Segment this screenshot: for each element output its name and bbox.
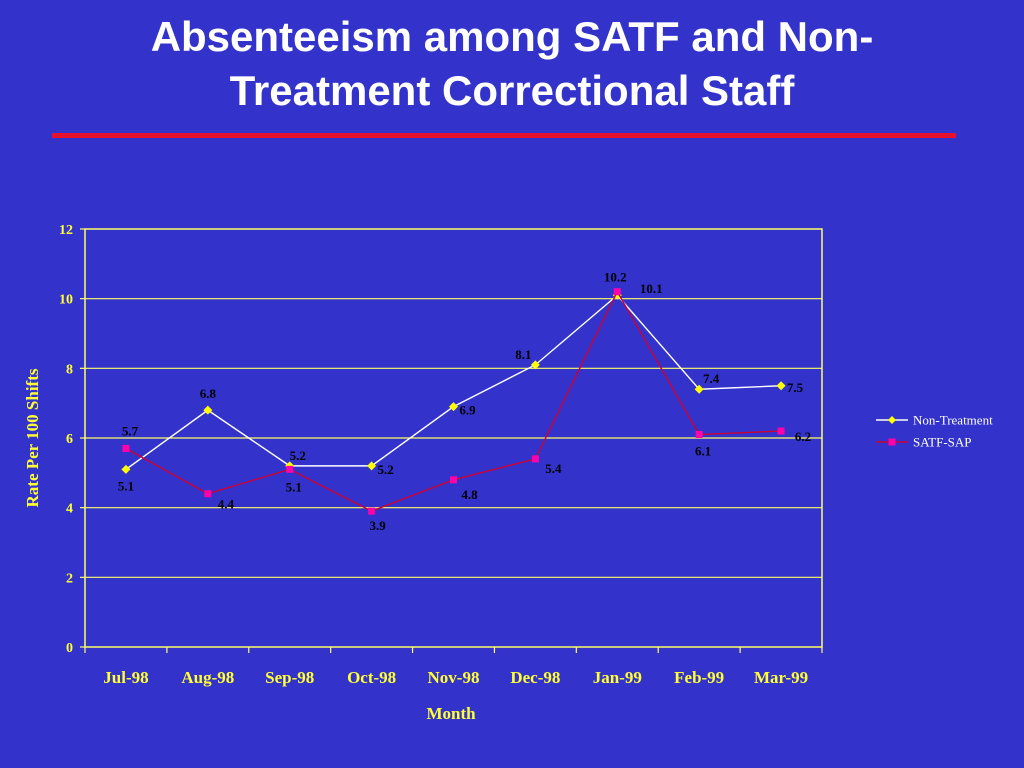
- series-lines: [121, 288, 786, 515]
- legend-marker-square: [888, 438, 896, 446]
- y-tick-label: 6: [66, 432, 73, 447]
- data-point-diamond: [367, 461, 377, 471]
- axes: 0 2 4 6 8 10 12 Jul-98 Aug-98 Sep-98 Oct-98 Nov-98 D…: [23, 223, 823, 723]
- data-label: 7.4: [703, 371, 720, 386]
- data-point-square: [695, 431, 703, 439]
- data-point-diamond: [530, 360, 540, 370]
- data-label: 6.9: [459, 403, 476, 418]
- data-point-square: [286, 465, 294, 473]
- y-tick-label: 8: [66, 362, 73, 377]
- x-tick-label: Feb-99: [674, 668, 724, 687]
- x-tick-label: Nov-98: [428, 668, 480, 687]
- x-axis-title: Month: [426, 704, 476, 723]
- data-label: 5.1: [118, 478, 134, 493]
- data-label: 4.4: [218, 497, 235, 512]
- data-point-diamond: [449, 402, 458, 412]
- y-tick-label: 10: [59, 293, 73, 308]
- x-tick-label: Mar-99: [754, 668, 808, 687]
- y-tick-label: 12: [59, 223, 73, 238]
- x-tick-label: Dec-98: [510, 668, 560, 687]
- data-label: 6.1: [695, 444, 711, 459]
- data-point-square: [204, 490, 212, 498]
- data-label: 6.8: [200, 386, 217, 401]
- legend-label: Non-Treatment: [913, 413, 993, 428]
- data-label: 8.1: [515, 347, 531, 362]
- data-label: 5.2: [290, 448, 306, 463]
- data-point-diamond: [203, 405, 213, 415]
- x-tick-label: Oct-98: [347, 668, 396, 687]
- grid-lines: [84, 228, 823, 648]
- data-label: 4.8: [461, 487, 478, 502]
- data-label: 5.4: [545, 461, 562, 476]
- legend-label: SATF-SAP: [913, 435, 972, 450]
- data-label: 10.1: [640, 281, 663, 296]
- data-point-square: [450, 476, 457, 484]
- data-labels: 5.1 6.8 5.2 5.2 6.9 8.1 10.1 7.4 7.5 5.7 4.4 5.1 3.9…: [118, 270, 811, 533]
- x-tick-label: Aug-98: [181, 668, 234, 687]
- x-tick-label: Jul-98: [103, 668, 148, 687]
- y-axis-title: Rate Per 100 Shifts: [23, 368, 42, 507]
- title-line-1: Absenteeism among SATF and Non-: [150, 13, 874, 60]
- data-point-square: [122, 444, 130, 452]
- data-point-square: [531, 455, 539, 463]
- data-point-square: [368, 507, 376, 515]
- slide-title: Absenteeism among SATF and Non- Treatmen…: [0, 10, 1024, 118]
- data-point-diamond: [694, 384, 704, 394]
- y-tick-label: 2: [66, 571, 73, 586]
- data-label: 10.2: [604, 270, 627, 285]
- legend: Non-Treatment SATF-SAP: [876, 413, 993, 450]
- data-label: 7.5: [787, 380, 804, 395]
- data-label: 3.9: [369, 518, 386, 533]
- y-tick-label: 0: [66, 641, 73, 656]
- data-label: 5.2: [377, 462, 393, 477]
- data-label: 5.7: [122, 423, 139, 438]
- data-point-diamond: [121, 464, 131, 474]
- data-label: 5.1: [286, 479, 302, 494]
- data-label: 6.2: [795, 429, 811, 444]
- title-line-2: Treatment Correctional Staff: [229, 67, 795, 114]
- data-point-diamond: [776, 381, 786, 391]
- title-underline: [52, 133, 956, 138]
- data-point-square: [777, 427, 785, 435]
- y-tick-label: 4: [66, 502, 73, 517]
- x-tick-label: Jan-99: [593, 668, 642, 687]
- legend-marker-diamond: [888, 416, 896, 424]
- series-line-non-treatment: [125, 294, 782, 470]
- data-point-square: [613, 288, 621, 296]
- x-tick-label: Sep-98: [265, 668, 314, 687]
